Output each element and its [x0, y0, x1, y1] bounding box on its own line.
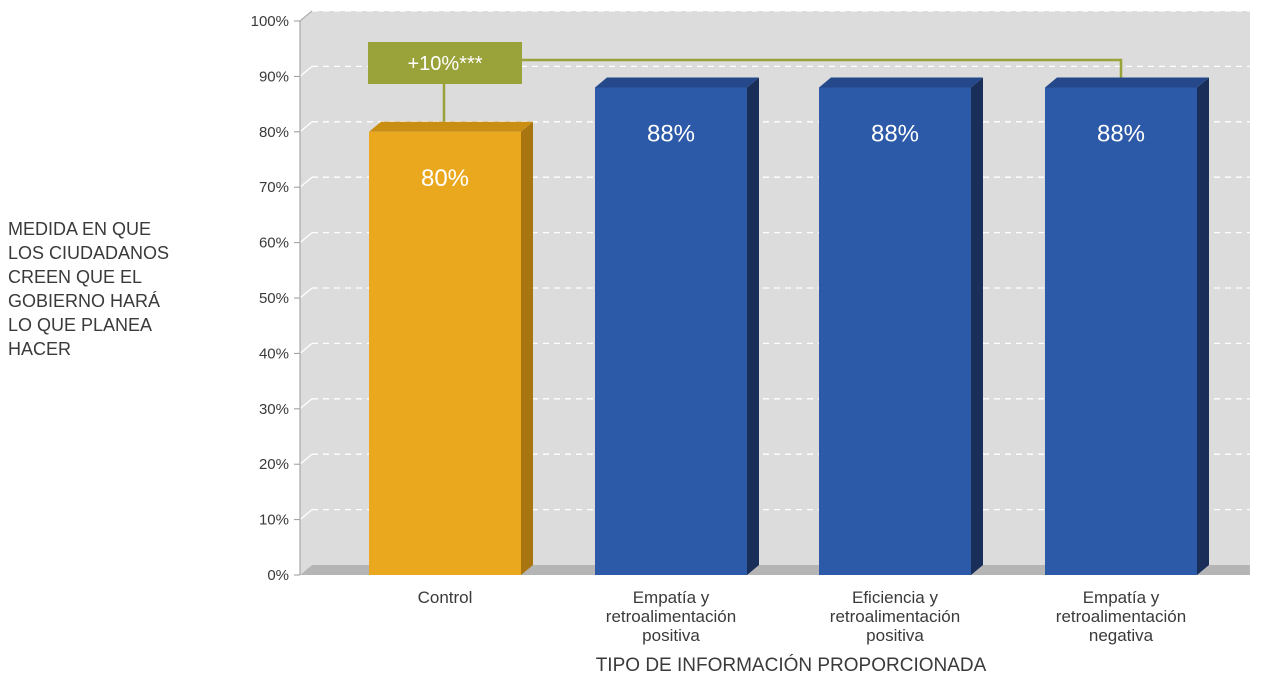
y-tick-label: 10%	[259, 512, 289, 529]
y-axis-label-line: LOS CIUDADANOS	[8, 243, 170, 263]
y-tick-label: 70%	[259, 179, 289, 196]
data-label: 88%	[871, 120, 919, 147]
plot-floor	[300, 565, 1250, 575]
y-axis-label-line: CREEN QUE EL	[8, 267, 143, 287]
bar-top	[819, 77, 983, 88]
y-tick-label: 0%	[267, 567, 289, 584]
x-tick-label: retroalimentación	[606, 607, 736, 626]
y-tick-label: 60%	[259, 235, 289, 252]
gridline-side	[299, 65, 313, 77]
x-tick-label: Control	[418, 588, 473, 607]
y-tick-label: 100%	[251, 13, 289, 30]
y-axis-label: MEDIDA EN QUE LOS CIUDADANOS CREEN QUE E…	[8, 217, 238, 361]
annotation-label: +10%***	[407, 53, 482, 75]
gridline-side	[299, 121, 313, 133]
gridline-side	[299, 176, 313, 188]
y-axis-label-line: GOBIERNO HARÁ	[8, 291, 161, 311]
y-tick-label: 80%	[259, 124, 289, 141]
y-tick-label: 90%	[259, 68, 289, 85]
bar-top	[595, 77, 759, 88]
x-tick-label: negativa	[1089, 626, 1154, 645]
bar	[819, 87, 971, 575]
bar-side	[1197, 77, 1209, 575]
x-tick-label: Empatía y	[633, 588, 710, 607]
bar	[369, 131, 521, 576]
y-tick-label: 50%	[259, 290, 289, 307]
gridline-side	[299, 453, 313, 465]
gridline-side	[299, 287, 313, 299]
annotation-connector-right	[522, 58, 1123, 78]
gridline-side	[299, 232, 313, 244]
x-axis-title: TIPO DE INFORMACIÓN PROPORCIONADA	[596, 654, 987, 676]
bar	[1045, 87, 1197, 575]
bar	[595, 87, 747, 575]
gridline-side	[299, 342, 313, 354]
x-tick-label: positiva	[866, 626, 924, 645]
y-axis-label-line: MEDIDA EN QUE	[8, 219, 152, 239]
y-axis-top-edge	[299, 10, 313, 22]
x-tick-label: Eficiencia y	[852, 588, 938, 607]
x-tick-label: Empatía y	[1083, 588, 1160, 607]
y-axis-label-line: LO QUE PLANEA	[8, 315, 153, 335]
data-label: 80%	[421, 165, 469, 192]
annotation-box	[368, 42, 522, 84]
data-label: 88%	[1097, 120, 1145, 147]
data-label: 88%	[647, 120, 695, 147]
y-tick-label: 30%	[259, 401, 289, 418]
bar-top	[1045, 77, 1209, 88]
plot-background	[300, 11, 1250, 575]
y-tick-label: 40%	[259, 345, 289, 362]
bar-side	[521, 121, 533, 576]
bar-top	[369, 121, 533, 132]
x-tick-label: positiva	[642, 626, 700, 645]
y-tick-label: 20%	[259, 456, 289, 473]
gridline-side	[299, 509, 313, 521]
x-tick-label: retroalimentación	[1056, 607, 1186, 626]
x-tick-label: retroalimentación	[830, 607, 960, 626]
bar-side	[971, 77, 983, 575]
gridline-side	[299, 398, 313, 410]
bar-side	[747, 77, 759, 575]
y-axis-label-line: HACER	[8, 339, 72, 359]
